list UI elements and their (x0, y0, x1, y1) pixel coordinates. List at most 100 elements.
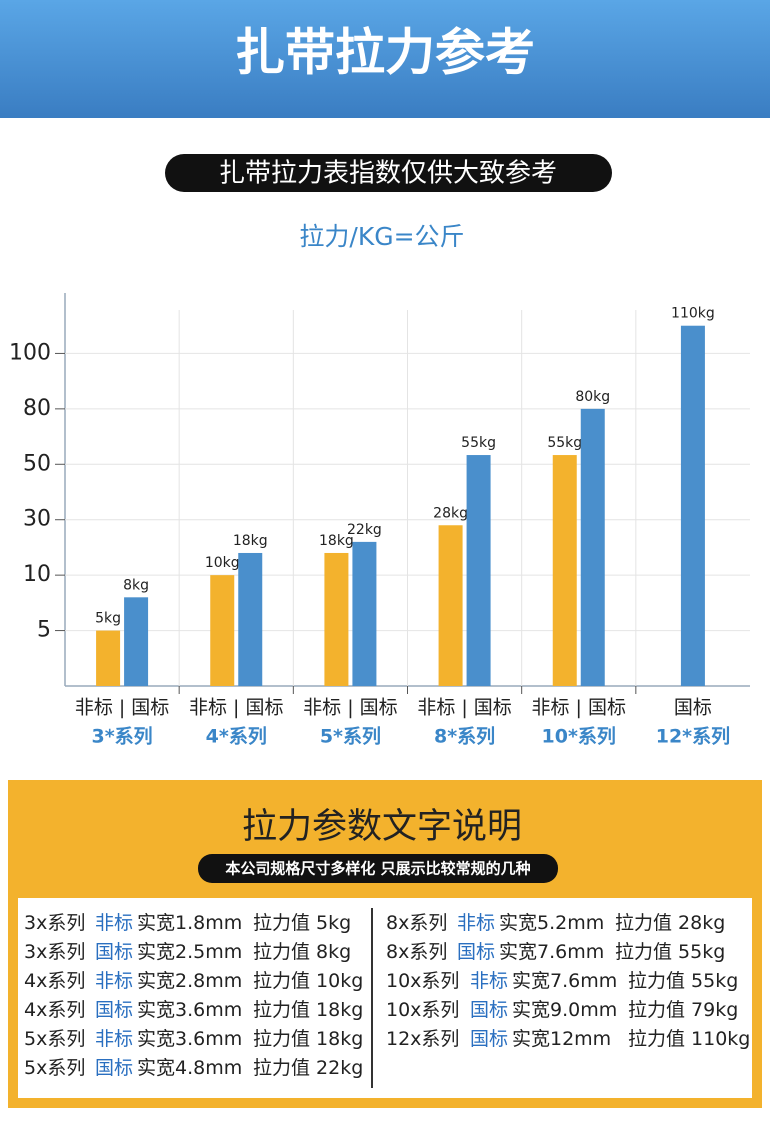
note-row: 4x系列 非标 实宽2.8mm 拉力值 10kg (24, 970, 363, 992)
unit-label: 拉力/KG=公斤 (299, 222, 464, 251)
bar (96, 630, 121, 686)
value-label: 80kg (575, 389, 610, 405)
note-force: 拉力值 5kg (253, 912, 351, 934)
note-width: 实宽2.5mm (137, 941, 242, 963)
bar (238, 552, 263, 686)
value-label: 18kg (233, 533, 268, 549)
note-force: 拉力值 55kg (628, 970, 738, 992)
note-width: 实宽2.8mm (137, 970, 242, 992)
note-width: 实宽7.6mm (512, 970, 617, 992)
note-series: 3x系列 (24, 941, 85, 963)
x-sublabel: 非标 | 国标 (189, 697, 283, 719)
note-row: 4x系列 国标 实宽3.6mm 拉力值 18kg (24, 999, 363, 1021)
value-label: 5kg (95, 611, 121, 627)
note-row: 12x系列 国标 实宽12mm 拉力值 110kg (386, 1028, 750, 1050)
x-sublabel: 非标 | 国标 (75, 697, 169, 719)
y-tick-label: 80 (23, 396, 51, 421)
note-force: 拉力值 110kg (628, 1028, 750, 1050)
bar (352, 541, 377, 686)
note-type: 非标 (95, 1028, 133, 1050)
note-series: 10x系列 (386, 999, 459, 1021)
badge: 扎带拉力表指数仅供大致参考 (219, 159, 557, 189)
value-label: 55kg (547, 435, 582, 451)
bar (124, 597, 149, 686)
note-width: 实宽3.6mm (137, 1028, 242, 1050)
note-force: 拉力值 22kg (253, 1057, 363, 1079)
note-series: 5x系列 (24, 1028, 85, 1050)
note-width: 实宽12mm (512, 1028, 611, 1050)
x-tick-label: 8*系列 (434, 726, 495, 748)
x-sublabel: 非标 | 国标 (417, 697, 511, 719)
chart: 5 10 30 50 80 100 非标 | 国标 3*系列 5kg 8kg 非标 | 国标 4*系列… (9, 293, 750, 748)
note-series: 8x系列 (386, 941, 447, 963)
x-tick-label: 5*系列 (320, 726, 381, 748)
note-series: 10x系列 (386, 970, 459, 992)
y-tick-label: 50 (23, 451, 51, 476)
note-row: 5x系列 非标 实宽3.6mm 拉力值 18kg (24, 1028, 363, 1050)
value-label: 8kg (123, 577, 149, 593)
bar (210, 575, 235, 686)
note-series: 12x系列 (386, 1028, 459, 1050)
note-series: 8x系列 (386, 912, 447, 934)
note-width: 实宽9.0mm (512, 999, 617, 1021)
note-type: 国标 (95, 999, 133, 1021)
note-force: 拉力值 55kg (615, 941, 725, 963)
x-tick-label: 3*系列 (91, 726, 152, 748)
note-type: 国标 (470, 1028, 508, 1050)
bar (466, 455, 491, 686)
note-type: 非标 (95, 912, 133, 934)
header-bg (0, 0, 770, 118)
note-series: 3x系列 (24, 912, 85, 934)
note-type: 国标 (470, 999, 508, 1021)
value-label: 110kg (671, 306, 715, 322)
value-label: 55kg (461, 435, 496, 451)
note-row: 5x系列 国标 实宽4.8mm 拉力值 22kg (24, 1057, 363, 1079)
x-tick-label: 12*系列 (656, 726, 730, 748)
x-sublabel: 国标 (674, 697, 712, 719)
note-type: 非标 (470, 970, 508, 992)
note-row: 3x系列 国标 实宽2.5mm 拉力值 8kg (24, 941, 351, 963)
notes-title: 拉力参数文字说明 (242, 807, 522, 847)
note-type: 非标 (457, 912, 495, 934)
value-label: 28kg (433, 505, 468, 521)
note-row: 10x系列 非标 实宽7.6mm 拉力值 55kg (386, 970, 738, 992)
note-row: 8x系列 国标 实宽7.6mm 拉力值 55kg (386, 941, 725, 963)
note-type: 国标 (95, 941, 133, 963)
note-series: 4x系列 (24, 999, 85, 1021)
note-row: 3x系列 非标 实宽1.8mm 拉力值 5kg (24, 912, 351, 934)
notes-box (18, 898, 752, 1098)
badge-bg (165, 154, 612, 192)
note-force: 拉力值 18kg (253, 999, 363, 1021)
y-tick-label: 100 (9, 340, 51, 365)
page-title: 扎带拉力参考 (235, 24, 535, 82)
note-force: 拉力值 8kg (253, 941, 351, 963)
note-type: 国标 (95, 1057, 133, 1079)
bar (438, 525, 463, 686)
value-label: 22kg (347, 522, 382, 538)
note-series: 4x系列 (24, 970, 85, 992)
notes-badge-bg (198, 854, 558, 883)
bar (324, 552, 349, 686)
x-sublabel: 非标 | 国标 (303, 697, 397, 719)
note-width: 实宽3.6mm (137, 999, 242, 1021)
note-force: 拉力值 28kg (615, 912, 725, 934)
x-tick-label: 10*系列 (542, 726, 616, 748)
note-type: 非标 (95, 970, 133, 992)
note-row: 8x系列 非标 实宽5.2mm 拉力值 28kg (386, 912, 725, 934)
note-type: 国标 (457, 941, 495, 963)
x-sublabel: 非标 | 国标 (532, 697, 626, 719)
note-series: 5x系列 (24, 1057, 85, 1079)
note-force: 拉力值 18kg (253, 1028, 363, 1050)
note-width: 实宽5.2mm (499, 912, 604, 934)
value-label: 18kg (319, 533, 354, 549)
note-width: 实宽4.8mm (137, 1057, 242, 1079)
bar (552, 455, 577, 686)
note-force: 拉力值 10kg (253, 970, 363, 992)
y-tick-label: 10 (23, 562, 51, 587)
bar (580, 408, 605, 686)
note-row: 10x系列 国标 实宽9.0mm 拉力值 79kg (386, 999, 738, 1021)
value-label: 10kg (205, 555, 240, 571)
